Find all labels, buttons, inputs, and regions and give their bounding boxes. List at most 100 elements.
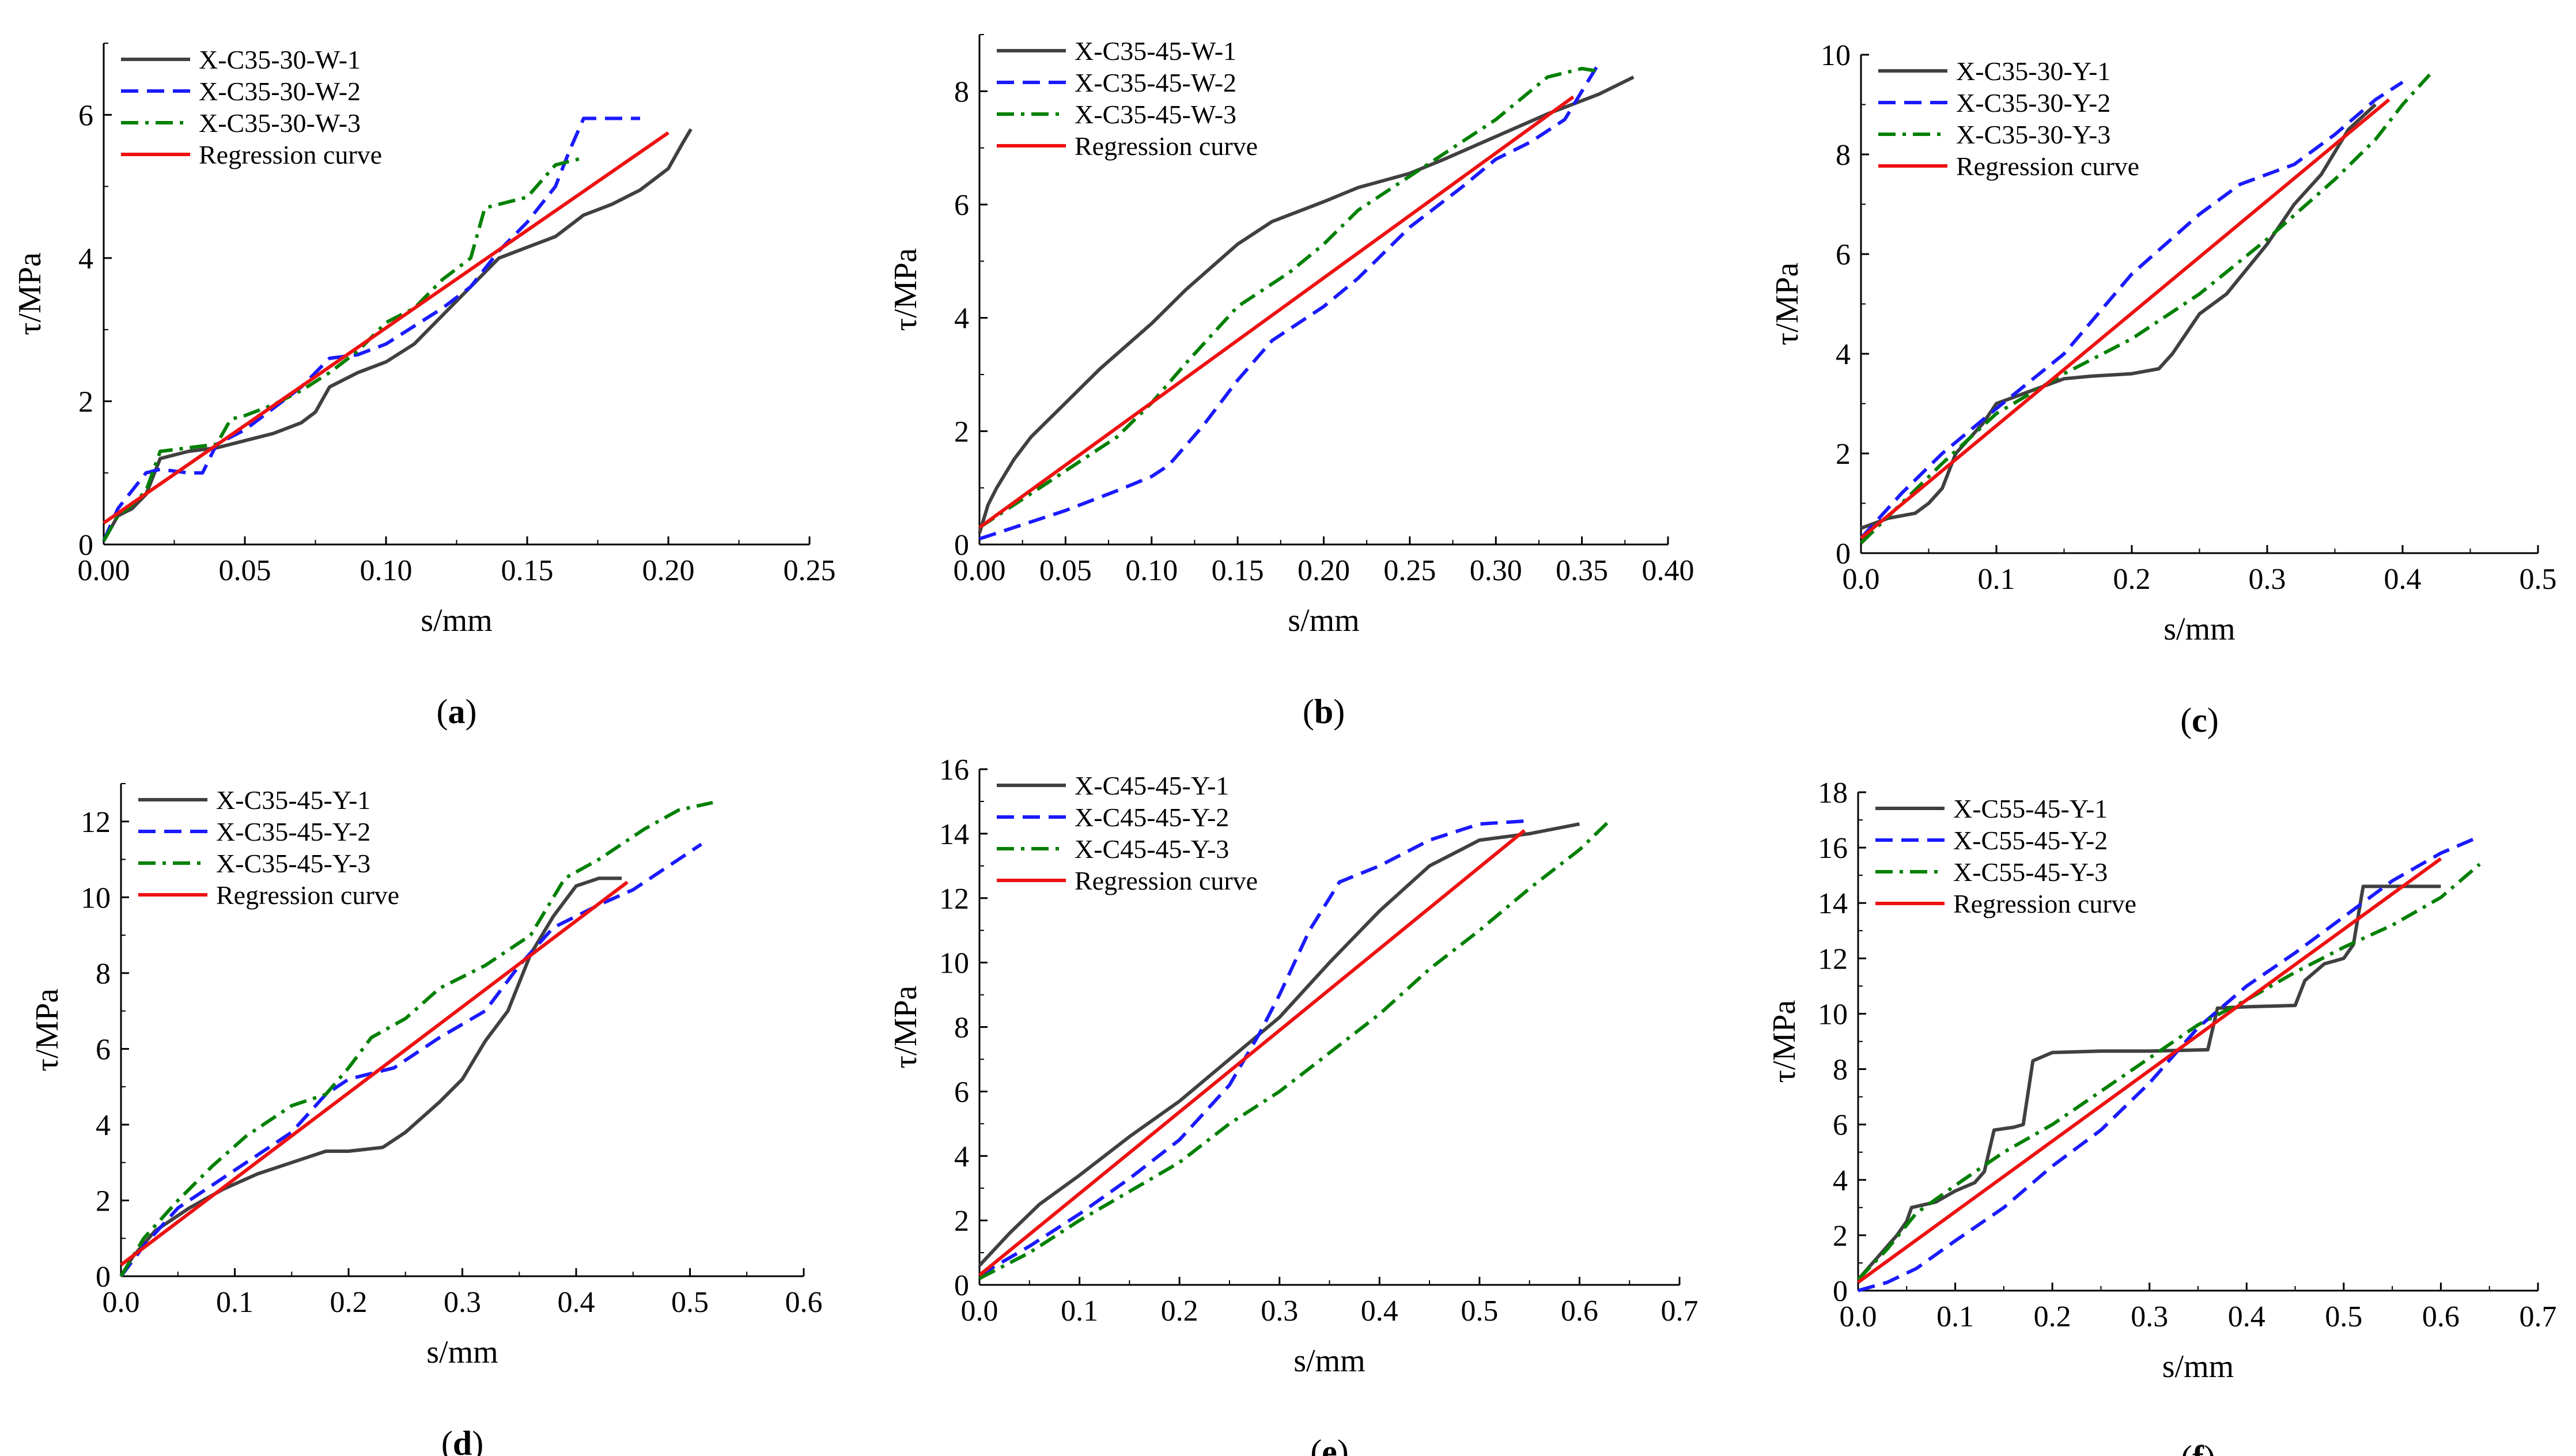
series-line-x-c35-45-w-3 [978, 67, 1599, 530]
series-line-x-c35-45-y-1 [119, 876, 622, 1277]
chart-panel-e: 0.0 0.1 0.2 0.3 0.4 0.5 0.6 0.7 0 2 4 6 8 10 12 14 16 s/m… [888, 754, 1699, 1456]
series-line-regression-curve [1857, 857, 2442, 1284]
panel-letter: a [448, 693, 466, 731]
y-tick-label: 8 [96, 958, 111, 990]
series-line-x-c35-45-y-3 [119, 800, 713, 1277]
legend-label: X-C35-45-W-3 [1075, 100, 1236, 129]
y-tick-label: 0 [1836, 538, 1851, 570]
x-tick-label: 0.3 [2131, 1300, 2168, 1333]
x-axis-title: s/mm [2162, 1349, 2234, 1385]
y-tick-label: 8 [1836, 139, 1851, 172]
series-line-x-c35-30-y-3 [1859, 73, 2431, 544]
series-line-regression-curve [120, 880, 629, 1266]
legend-label: X-C35-45-W-1 [1075, 36, 1236, 66]
legend-label: X-C55-45-Y-1 [1953, 794, 2108, 823]
x-tick-label: 0.20 [642, 554, 695, 587]
x-tick-label: 0.10 [360, 554, 413, 587]
x-axis-title: s/mm [421, 603, 492, 638]
x-tick-label: 0.3 [1261, 1295, 1298, 1328]
series-line-x-c35-30-w-1 [102, 128, 693, 542]
y-tick-label: 14 [1818, 887, 1848, 920]
x-tick-label: 0.5 [671, 1286, 709, 1319]
legend-label: X-C35-45-W-2 [1075, 68, 1236, 97]
x-tick-label: 0.1 [1061, 1295, 1098, 1328]
x-tick-label: 0.5 [2520, 563, 2557, 596]
series-line-x-c35-45-w-2 [979, 62, 1601, 541]
legend-label: X-C35-45-Y-1 [216, 785, 370, 815]
panel-label: (b) [1303, 693, 1345, 731]
x-tick-label: 0.20 [1298, 554, 1350, 587]
y-tick-label: 2 [954, 415, 969, 448]
x-axis-title: s/mm [2163, 611, 2235, 647]
legend-label: X-C55-45-Y-3 [1953, 857, 2108, 887]
panel-letter: f [2192, 1439, 2204, 1456]
x-tick-label: 0.00 [78, 554, 130, 587]
y-tick-label: 10 [81, 882, 111, 914]
x-tick-label: 0.5 [1461, 1295, 1498, 1328]
series-line-x-c35-45-y-2 [119, 842, 702, 1277]
x-tick-label: 0.0 [1840, 1300, 1877, 1333]
y-tick-label: 12 [1818, 943, 1848, 975]
y-tick-label: 8 [954, 1012, 969, 1045]
x-axis-title: s/mm [426, 1334, 498, 1370]
y-tick-label: 10 [1821, 39, 1851, 72]
panel-label: (e) [1310, 1433, 1349, 1456]
y-tick-label: 0 [954, 1269, 969, 1302]
legend-label: X-C35-30-Y-1 [1956, 56, 2110, 86]
x-tick-label: 0.2 [1161, 1295, 1198, 1328]
series-line-x-c35-30-y-1 [1860, 103, 2377, 530]
x-tick-label: 0.7 [1661, 1295, 1699, 1328]
x-tick-label: 0.30 [1470, 554, 1522, 587]
x-tick-label: 0.7 [2520, 1300, 2557, 1333]
panel-label: (c) [2180, 701, 2219, 739]
y-tick-label: 6 [1836, 239, 1851, 271]
y-tick-label: 4 [1833, 1164, 1848, 1197]
y-axis-title: τ/MPa [1766, 1000, 1802, 1083]
y-tick-label: 4 [78, 243, 93, 275]
y-tick-label: 2 [1833, 1220, 1848, 1253]
chart-panel-d: 0.0 0.1 0.2 0.3 0.4 0.5 0.6 0 2 4 6 8 10 12 s/mm τ/MPa X… [29, 783, 823, 1456]
legend-label: X-C35-30-Y-3 [1956, 120, 2110, 149]
y-tick-label: 2 [96, 1185, 111, 1217]
series-line-x-c45-45-y-1 [978, 822, 1580, 1267]
panel-letter: d [453, 1424, 472, 1456]
chart-panel-c: 0.0 0.1 0.2 0.3 0.4 0.5 0 2 4 6 8 10 s/mm τ/MPa X-C35-… [1769, 39, 2557, 739]
y-axis-title: τ/MPa [888, 248, 924, 331]
x-tick-label: 0.4 [2228, 1300, 2265, 1333]
legend-label: X-C55-45-Y-2 [1953, 826, 2108, 855]
y-tick-label: 0 [1833, 1275, 1848, 1308]
series-line-x-c45-45-y-2 [978, 819, 1530, 1277]
x-tick-label: 0.3 [444, 1286, 481, 1319]
y-tick-label: 18 [1818, 777, 1848, 810]
y-axis-title: τ/MPa [12, 252, 48, 335]
x-tick-label: 0.2 [330, 1286, 368, 1319]
panel-label: (d) [441, 1424, 483, 1456]
y-axis-title: τ/MPa [29, 988, 65, 1071]
y-tick-label: 4 [954, 1140, 969, 1173]
series-line-x-c35-30-y-2 [1859, 81, 2404, 540]
series-line-x-c55-45-y-2 [1858, 835, 2481, 1292]
y-tick-label: 0 [954, 529, 969, 562]
legend-label: Regression curve [199, 140, 382, 169]
y-axis-title: τ/MPa [1769, 262, 1805, 345]
x-tick-label: 0.6 [2422, 1300, 2460, 1333]
y-tick-label: 10 [1818, 998, 1848, 1031]
x-tick-label: 0.1 [1978, 563, 2015, 596]
y-tick-label: 8 [954, 75, 969, 108]
legend-label: X-C35-30-W-2 [199, 77, 361, 106]
x-tick-label: 0.00 [954, 554, 1006, 587]
legend-label: X-C45-45-Y-2 [1075, 803, 1229, 832]
y-tick-label: 6 [954, 189, 969, 222]
x-tick-label: 0.6 [1561, 1295, 1598, 1328]
y-tick-label: 14 [939, 818, 969, 851]
x-tick-label: 0.25 [1383, 554, 1436, 587]
x-tick-label: 0.35 [1556, 554, 1608, 587]
x-tick-label: 0.40 [1642, 554, 1694, 587]
y-tick-label: 12 [81, 806, 111, 839]
series-line-x-c35-30-w-2 [102, 116, 640, 542]
series-line-x-c45-45-y-3 [978, 819, 1611, 1280]
x-tick-label: 0.15 [1212, 554, 1264, 587]
y-tick-label: 2 [1836, 438, 1851, 471]
chart-panel-a: 0.00 0.05 0.10 0.15 0.20 0.25 0 2 4 6 s/mm τ/MPa X-C… [12, 43, 836, 731]
